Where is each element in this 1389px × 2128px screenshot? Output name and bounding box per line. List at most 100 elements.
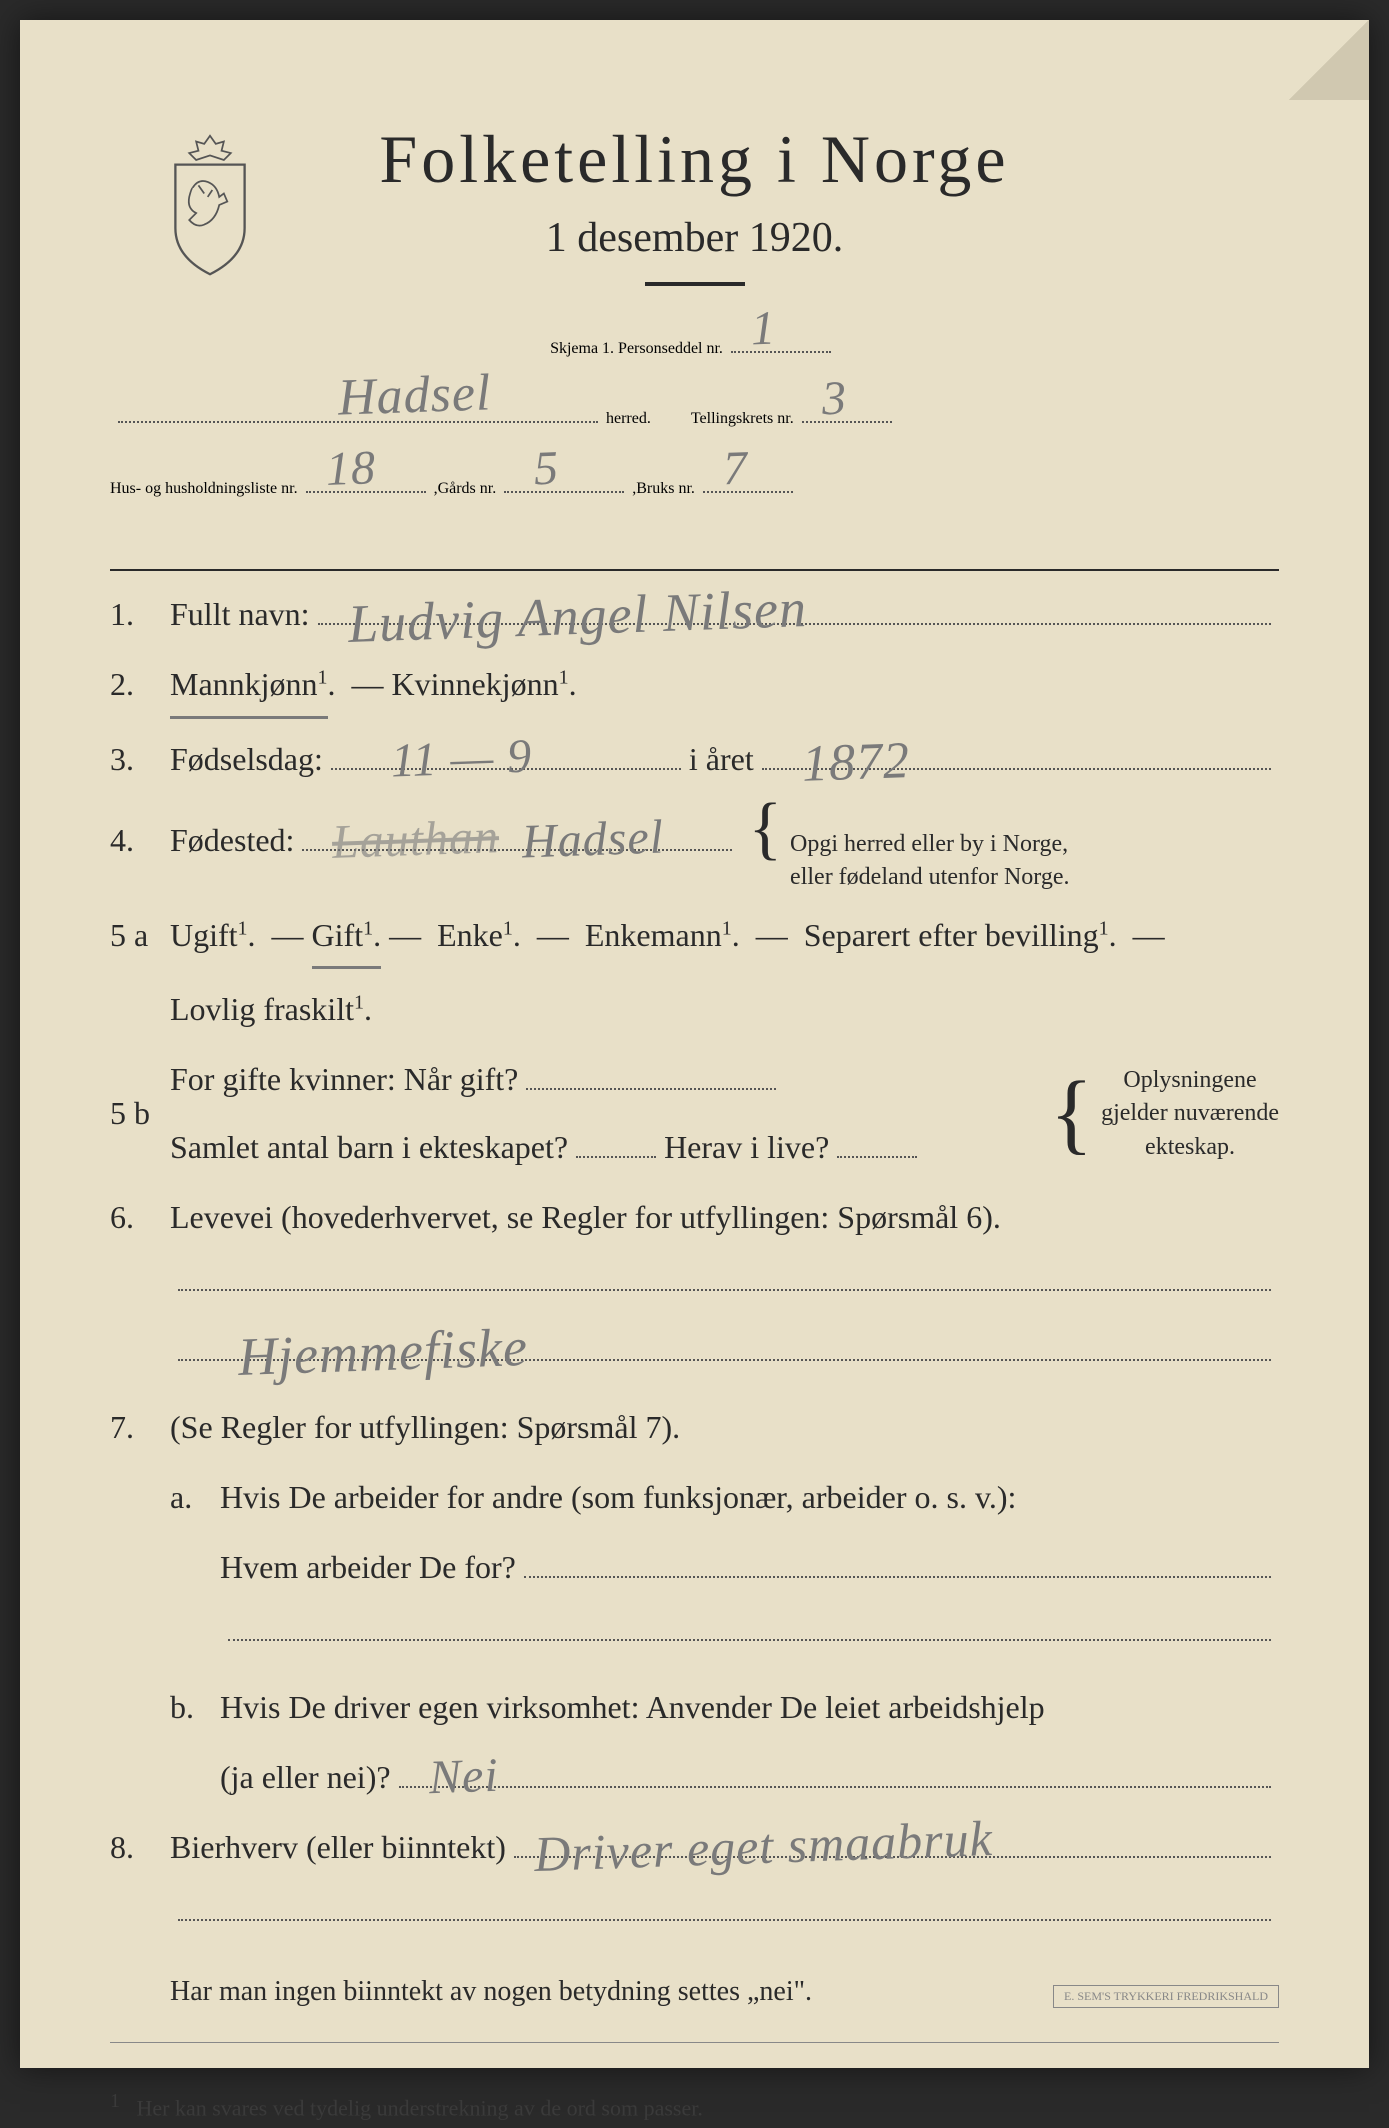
question-1: 1. Fullt navn: Ludvig Angel Nilsen [110,586,1279,644]
footnote-text: Her kan svares ved tydelig understreknin… [137,2095,703,2120]
herred-row: Hadsel herred. Tellingskrets nr. 3 [110,391,1279,449]
question-7a: a. Hvis De arbeider for andre (som funks… [110,1469,1279,1527]
q5b-field2 [576,1126,656,1158]
hus-field: 18 [306,461,426,493]
q5b-num: 5 b [110,1085,170,1143]
printer-mark: E. SEM'S TRYKKERI FREDRIKSHALD [1053,1985,1279,2008]
footnote: 1 Her kan svares ved tydelig understrekn… [110,2073,1279,2128]
herred-label: herred. [606,410,651,428]
document-date: 1 desember 1920. [110,214,1279,262]
question-7b-cont: (ja eller nei)? Nei [110,1749,1279,1807]
q1-value: Ludvig Angel Nilsen [346,560,808,673]
question-8-line [110,1889,1279,1947]
q6-line2: Hjemmefiske [178,1329,1271,1361]
coat-of-arms-icon [150,130,270,280]
question-7a-line [110,1609,1279,1667]
q3-year-label: i året [689,731,754,789]
q3-year-value: 1872 [800,714,911,811]
question-5a: 5 a Ugift1. — Gift1. — Enke1. — Enkemann… [110,907,1279,970]
question-8: 8. Bierhverv (eller biinntekt) Driver eg… [110,1819,1279,1877]
q2-num: 2. [110,656,170,714]
q1-label: Fullt navn: [170,586,310,644]
question-3: 3. Fødselsdag: 11 — 9 i året 1872 [110,731,1279,789]
gards-label: Gårds nr. [438,480,497,498]
q5b-field1 [526,1058,776,1090]
schema-row: Skjema 1. Personseddel nr. 1 [110,321,1279,379]
document-header: Folketelling i Norge 1 desember 1920. Sk… [110,120,1279,519]
q8-label: Bierhverv (eller biinntekt) [170,1819,506,1877]
q3-day-value: 11 — 9 [389,713,533,804]
q3-label: Fødselsdag: [170,731,323,789]
q5b-label2: Samlet antal barn i ekteskapet? [170,1119,568,1177]
bruks-label: Bruks nr. [636,480,695,498]
q5a-lovlig: Lovlig fraskilt1. [170,981,372,1039]
question-5b: 5 b For gifte kvinner: Når gift? Samlet … [110,1051,1279,1176]
question-6-field2: Hjemmefiske [110,1329,1279,1387]
q7a-field [524,1546,1271,1578]
q6-num: 6. [110,1189,170,1247]
question-4: 4. Fødested: Lauthan Hadsel { Opgi herre… [110,801,1279,895]
q3-year-field: 1872 [762,738,1271,770]
q4-value: Hadsel [521,794,666,885]
q3-num: 3. [110,731,170,789]
q6-value: Hjemmefiske [236,1299,529,1406]
q8-field: Driver eget smaabruk [514,1826,1271,1858]
q5a-ugift: Ugift1. — [170,907,312,965]
q7b-label1: Hvis De driver egen virksomhet: Anvender… [220,1679,1045,1737]
q5b-label1: For gifte kvinner: Når gift? [170,1051,518,1109]
q7b-label2: (ja eller nei)? [220,1749,391,1807]
q4-label: Fødested: [170,812,294,870]
q7b-num: b. [170,1679,220,1737]
q7-num: 7. [110,1399,170,1457]
bruks-value: 7 [722,441,749,497]
question-7: 7. (Se Regler for utfyllingen: Spørsmål … [110,1399,1279,1457]
q8-num: 8. [110,1819,170,1877]
q7a-label2: Hvem arbeider De for? [220,1539,516,1597]
q5b-note: Oplysningene gjelder nuværende ekteskap. [1101,1064,1279,1165]
q5a-gift: Gift1. [312,907,382,970]
q1-field: Ludvig Angel Nilsen [318,593,1271,625]
hus-value: 18 [325,440,377,497]
title-divider [645,282,745,286]
form-body: 1. Fullt navn: Ludvig Angel Nilsen 2. Ma… [110,586,1279,2128]
schema-label: Skjema 1. Personseddel nr. [550,340,723,358]
question-5a-cont: Lovlig fraskilt1. [110,981,1279,1039]
hus-label: Hus- og husholdningsliste nr. [110,480,298,498]
bruks-field: 7 [703,461,793,493]
q7a-field2 [228,1609,1271,1641]
q4-crossed: Lauthan [331,794,501,886]
q5b-field3 [837,1126,917,1158]
q6-label: Levevei (hovederhvervet, se Regler for u… [170,1189,1001,1247]
census-document: Folketelling i Norge 1 desember 1920. Sk… [20,20,1369,2068]
q5b-label3: Herav i live? [664,1119,829,1177]
footnote-marker: 1 [110,2090,120,2112]
q7a-num: a. [170,1469,220,1527]
q5a-num: 5 a [110,907,170,965]
brace-icon: { [748,801,782,857]
gards-field: 5 [504,461,624,493]
tellingskrets-field: 3 [802,391,892,423]
schema-nr-field: 1 [731,321,831,353]
q3-day-field: 11 — 9 [331,738,681,770]
question-2: 2. Mannkjønn1 . — Kvinnekjønn1. [110,656,1279,719]
document-title: Folketelling i Norge [110,120,1279,199]
herred-field: Hadsel [118,391,598,423]
schema-nr-value: 1 [750,301,777,357]
q8-field2 [178,1889,1271,1921]
brace-icon: { [1050,1078,1093,1150]
q7b-value: Nei [427,1732,500,1821]
q2-mann: Mannkjønn1 [170,656,328,719]
q7a-label1: Hvis De arbeider for andre (som funksjon… [220,1469,1016,1527]
gards-value: 5 [533,441,560,497]
tellingskrets-label: Tellingskrets nr. [691,410,794,428]
q6-line1 [178,1259,1271,1291]
q7b-field: Nei [399,1756,1271,1788]
q4-num: 4. [110,812,170,870]
hus-row: Hus- og husholdningsliste nr. 18 , Gårds… [110,461,1279,519]
q7-label: (Se Regler for utfyllingen: Spørsmål 7). [170,1399,680,1457]
question-7a-cont: Hvem arbeider De for? [110,1539,1279,1597]
tellingskrets-value: 3 [821,371,848,427]
q4-field: Lauthan Hadsel [302,819,732,851]
footnote-divider [110,2042,1279,2043]
question-7b: b. Hvis De driver egen virksomhet: Anven… [110,1679,1279,1737]
